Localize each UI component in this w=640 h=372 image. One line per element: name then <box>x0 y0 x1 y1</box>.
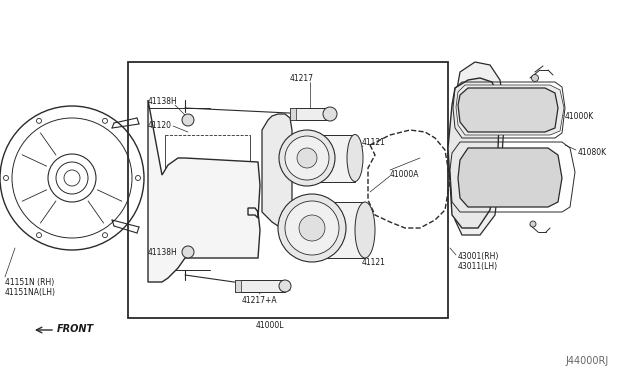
Circle shape <box>102 118 108 124</box>
Text: 41151NA(LH): 41151NA(LH) <box>5 288 56 297</box>
Text: 43001(RH): 43001(RH) <box>458 252 499 261</box>
Text: 41151N (RH): 41151N (RH) <box>5 278 54 287</box>
Text: 41000L: 41000L <box>256 321 284 330</box>
Circle shape <box>285 136 329 180</box>
Circle shape <box>299 215 325 241</box>
Circle shape <box>279 130 335 186</box>
Polygon shape <box>305 135 355 182</box>
Text: FRONT: FRONT <box>57 324 94 334</box>
Polygon shape <box>452 62 505 235</box>
Circle shape <box>102 232 108 238</box>
Text: J44000RJ: J44000RJ <box>565 356 608 366</box>
Circle shape <box>182 114 194 126</box>
Polygon shape <box>262 114 292 226</box>
Text: 41121: 41121 <box>362 138 386 147</box>
Text: 43011(LH): 43011(LH) <box>458 262 498 271</box>
Polygon shape <box>290 108 296 120</box>
Polygon shape <box>305 202 365 258</box>
Circle shape <box>3 176 8 180</box>
Bar <box>128 62 448 318</box>
Circle shape <box>36 118 42 124</box>
Polygon shape <box>458 88 558 132</box>
Text: 41217+A: 41217+A <box>242 296 278 305</box>
Polygon shape <box>148 100 260 282</box>
Polygon shape <box>458 148 562 207</box>
Text: 41138H: 41138H <box>148 97 178 106</box>
Polygon shape <box>235 280 285 292</box>
Polygon shape <box>235 280 241 292</box>
Text: 41138H: 41138H <box>148 248 178 257</box>
Circle shape <box>36 232 42 238</box>
Circle shape <box>297 148 317 168</box>
Polygon shape <box>290 108 330 120</box>
Text: 41080K: 41080K <box>578 148 607 157</box>
Text: 41120: 41120 <box>148 121 172 130</box>
Circle shape <box>279 280 291 292</box>
Text: 41217: 41217 <box>290 74 314 83</box>
Text: 41121: 41121 <box>362 258 386 267</box>
Circle shape <box>323 107 337 121</box>
Circle shape <box>278 194 346 262</box>
Text: 41000K: 41000K <box>565 112 595 121</box>
Circle shape <box>182 246 194 258</box>
Text: 41000A: 41000A <box>390 170 419 179</box>
Polygon shape <box>456 85 564 135</box>
Ellipse shape <box>347 135 363 182</box>
Circle shape <box>285 201 339 255</box>
Polygon shape <box>448 78 500 228</box>
Circle shape <box>136 176 141 180</box>
Ellipse shape <box>355 202 375 258</box>
Circle shape <box>531 74 538 81</box>
Circle shape <box>530 221 536 227</box>
